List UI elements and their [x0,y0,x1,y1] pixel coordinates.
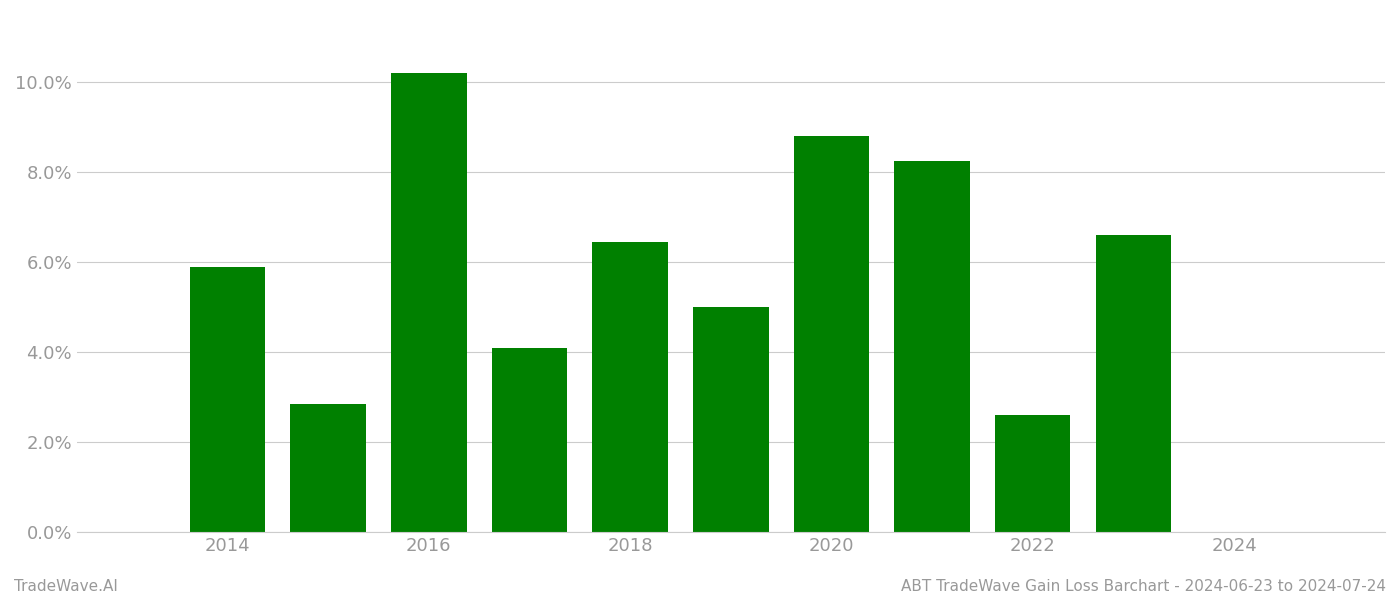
Bar [290,404,365,532]
Bar [794,136,869,532]
Text: ABT TradeWave Gain Loss Barchart - 2024-06-23 to 2024-07-24: ABT TradeWave Gain Loss Barchart - 2024-… [902,579,1386,594]
Text: TradeWave.AI: TradeWave.AI [14,579,118,594]
Bar [491,348,567,532]
Bar [190,267,266,532]
Bar [592,242,668,532]
Bar [895,161,970,532]
Bar [693,307,769,532]
Bar [995,415,1071,532]
Bar [391,73,466,532]
Bar [1096,235,1172,532]
